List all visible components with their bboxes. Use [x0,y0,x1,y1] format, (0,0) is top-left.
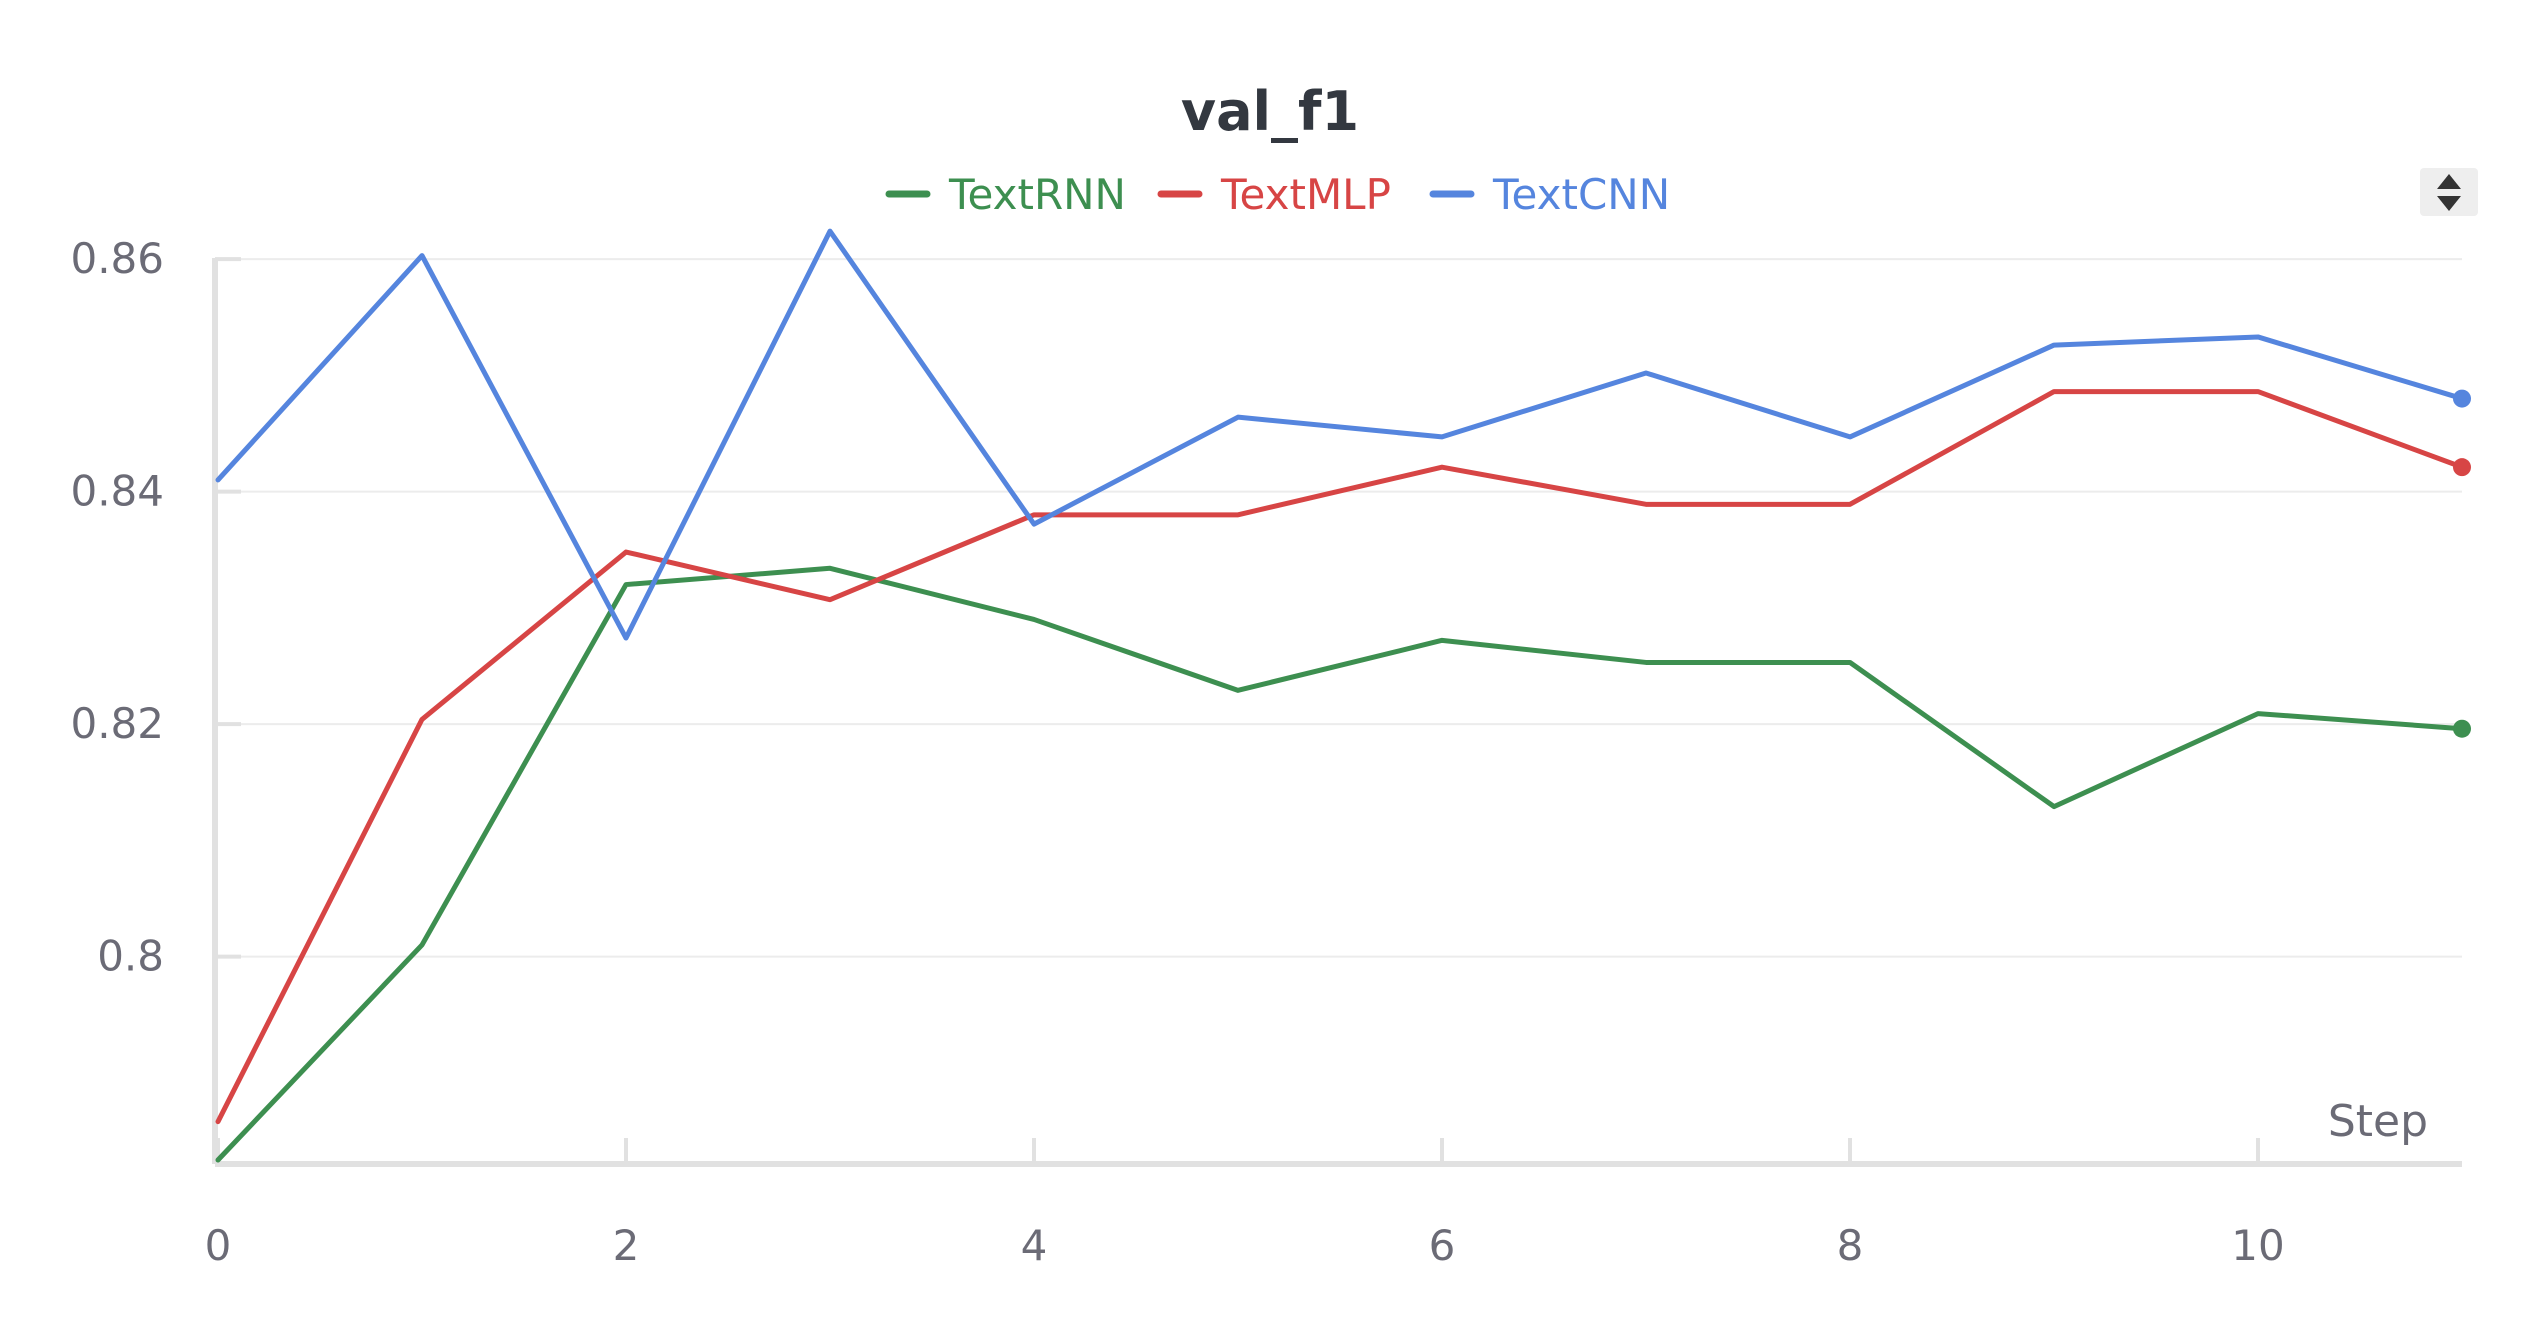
axes [212,258,2462,1167]
series-line-textrnn [215,565,2465,1163]
x-tick-label: 4 [1021,1221,1048,1270]
x-tick-label: 10 [2231,1221,2284,1270]
y-tick-label: 0.86 [70,234,164,283]
legend-label: TextMLP [1220,170,1391,219]
legend-sort-button[interactable] [2420,168,2478,216]
series-group [215,228,2471,1163]
series-endpoint-textcnn [2453,389,2471,408]
y-tick-label: 0.8 [97,932,164,981]
legend-item-textmlp[interactable]: TextMLP [1157,170,1391,219]
x-tick-label: 8 [1837,1221,1864,1270]
legend-item-textcnn[interactable]: TextCNN [1429,170,1670,219]
legend: TextRNN TextMLP TextCNN [885,170,1670,219]
series-endpoint-textrnn [2453,719,2471,738]
x-axis-ticks: 0 2 4 6 8 10 [205,1138,2285,1270]
series-endpoint-textmlp [2453,458,2471,477]
y-tick-label: 0.82 [70,699,164,748]
chart-title: val_f1 [1181,80,1359,143]
x-tick-label: 0 [205,1221,232,1270]
x-tick-label: 2 [613,1221,640,1270]
legend-label: TextCNN [1492,170,1670,219]
legend-item-textrnn[interactable]: TextRNN [885,170,1126,219]
y-axis-ticks: 0.8 0.82 0.84 0.86 [70,234,241,981]
sort-updown-icon [2437,174,2461,211]
series-line-textmlp [215,389,2465,1125]
x-tick-label: 6 [1429,1221,1456,1270]
series-line-textcnn [215,228,2465,641]
legend-label: TextRNN [948,170,1126,219]
x-axis-label: Step [2328,1096,2428,1147]
y-tick-label: 0.84 [70,467,164,516]
gridlines [215,258,2462,958]
